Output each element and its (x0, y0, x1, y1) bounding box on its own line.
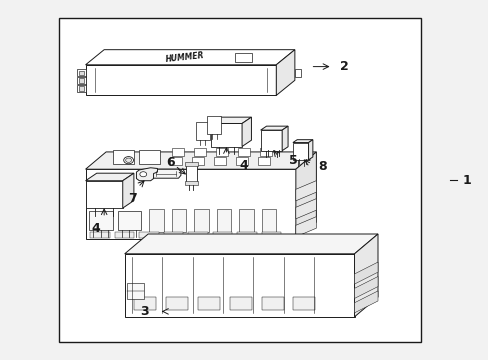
Circle shape (140, 172, 146, 177)
Bar (77, 85, 85, 92)
Bar (79, 86, 83, 91)
Bar (115, 232, 134, 238)
Bar (239, 209, 253, 232)
Bar (234, 53, 252, 62)
Bar (184, 181, 197, 185)
Bar (229, 297, 251, 310)
Text: 4: 4 (91, 222, 100, 235)
Bar (194, 209, 208, 232)
Text: 2: 2 (339, 60, 348, 73)
Text: 3: 3 (140, 305, 149, 318)
Bar (124, 254, 354, 317)
Bar (238, 148, 250, 156)
Bar (169, 157, 182, 165)
Bar (185, 164, 196, 184)
Bar (257, 157, 269, 165)
Bar (77, 77, 85, 84)
Circle shape (123, 157, 133, 164)
Polygon shape (124, 234, 377, 254)
Bar (292, 143, 308, 160)
Bar (261, 297, 283, 310)
Bar (188, 232, 207, 238)
Bar (216, 209, 231, 232)
Bar (261, 209, 276, 232)
Polygon shape (354, 276, 377, 298)
Bar (216, 148, 228, 156)
Bar (196, 122, 209, 140)
Bar (294, 69, 300, 77)
Bar (163, 232, 183, 238)
Polygon shape (210, 117, 251, 123)
Polygon shape (260, 126, 287, 130)
Text: 5: 5 (288, 154, 297, 167)
Polygon shape (276, 50, 294, 95)
Bar (59, 18, 420, 342)
Polygon shape (85, 152, 316, 169)
Bar (79, 71, 83, 75)
Bar (89, 211, 113, 230)
Bar (212, 232, 232, 238)
Polygon shape (354, 262, 377, 284)
Polygon shape (295, 217, 316, 237)
Polygon shape (282, 126, 287, 151)
Text: 7: 7 (127, 192, 136, 204)
Bar (90, 232, 110, 238)
Bar (213, 157, 225, 165)
Bar (139, 232, 159, 238)
Bar (134, 297, 156, 310)
Bar (191, 157, 203, 165)
Bar (172, 148, 184, 156)
Polygon shape (295, 181, 316, 201)
Bar (184, 162, 197, 166)
Text: 1: 1 (461, 174, 470, 186)
Polygon shape (122, 173, 134, 208)
Polygon shape (242, 117, 251, 147)
Bar (235, 157, 247, 165)
Polygon shape (354, 291, 377, 313)
Bar (118, 211, 141, 230)
Bar (85, 169, 295, 239)
Bar (261, 232, 281, 238)
Bar (207, 116, 221, 134)
Text: 6: 6 (165, 156, 174, 169)
Text: HUMMER: HUMMER (165, 51, 205, 64)
Circle shape (125, 158, 131, 162)
Bar (139, 150, 160, 164)
Bar (260, 148, 272, 156)
Polygon shape (295, 152, 316, 239)
Bar (85, 181, 122, 208)
Bar (171, 209, 186, 232)
Polygon shape (85, 173, 134, 181)
Bar (149, 209, 163, 232)
Polygon shape (292, 140, 312, 143)
Bar (127, 283, 144, 299)
Bar (77, 69, 85, 76)
Bar (85, 65, 276, 95)
Bar (293, 297, 315, 310)
Bar (194, 148, 206, 156)
Bar (210, 123, 242, 147)
Polygon shape (354, 234, 377, 317)
Bar (237, 232, 256, 238)
Bar (79, 78, 83, 83)
Polygon shape (149, 169, 181, 178)
Bar (166, 297, 188, 310)
Polygon shape (295, 199, 316, 219)
Bar (198, 297, 220, 310)
Text: 8: 8 (317, 160, 326, 173)
Bar (260, 130, 282, 151)
Text: 4: 4 (239, 159, 248, 172)
Polygon shape (308, 140, 312, 160)
Bar (113, 150, 134, 164)
Polygon shape (136, 168, 157, 181)
Polygon shape (85, 50, 294, 65)
